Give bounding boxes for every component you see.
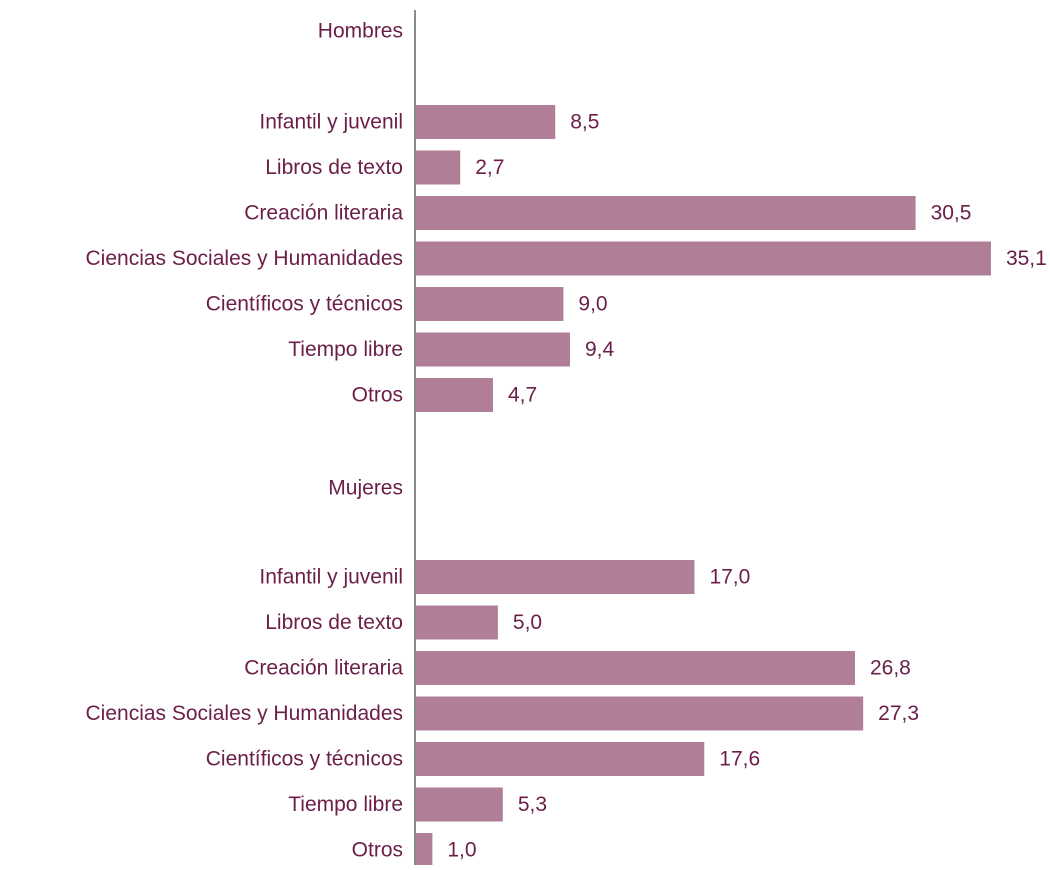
value-label: 4,7 bbox=[508, 384, 537, 407]
value-label: 2,7 bbox=[475, 156, 504, 179]
bar bbox=[416, 196, 916, 230]
value-label: 9,0 bbox=[578, 293, 607, 316]
bar bbox=[416, 241, 991, 276]
bar bbox=[416, 105, 556, 139]
value-label: 5,0 bbox=[513, 611, 542, 634]
bar bbox=[416, 605, 498, 640]
bar bbox=[416, 150, 461, 185]
category-label: Otros bbox=[352, 839, 403, 862]
value-label: 35,1 bbox=[1006, 247, 1047, 270]
bar bbox=[416, 560, 695, 594]
value-label: 30,5 bbox=[931, 202, 972, 225]
group-label: Mujeres bbox=[328, 477, 403, 500]
value-label: 17,6 bbox=[719, 748, 760, 771]
category-label: Ciencias Sociales y Humanidades bbox=[86, 247, 404, 270]
category-label: Libros de texto bbox=[265, 611, 403, 634]
group-label: Hombres bbox=[318, 20, 403, 43]
bar bbox=[416, 651, 855, 685]
bar bbox=[416, 696, 864, 731]
bar bbox=[416, 742, 705, 776]
category-label: Otros bbox=[352, 384, 403, 407]
category-label: Libros de texto bbox=[265, 156, 403, 179]
value-label: 5,3 bbox=[518, 793, 547, 816]
bar bbox=[416, 287, 564, 321]
bar bbox=[416, 833, 433, 867]
value-label: 26,8 bbox=[870, 657, 911, 680]
bar bbox=[416, 787, 503, 822]
category-label: Infantil y juvenil bbox=[259, 566, 403, 589]
value-label: 1,0 bbox=[447, 839, 476, 862]
category-label: Tiempo libre bbox=[288, 338, 403, 361]
bar bbox=[416, 332, 570, 367]
bar bbox=[416, 378, 493, 412]
category-label: Científicos y técnicos bbox=[206, 293, 403, 316]
value-label: 9,4 bbox=[585, 338, 615, 361]
value-label: 8,5 bbox=[570, 111, 599, 134]
category-label: Creación literaria bbox=[244, 657, 403, 680]
category-label: Infantil y juvenil bbox=[259, 111, 403, 134]
category-label: Ciencias Sociales y Humanidades bbox=[86, 702, 404, 725]
value-label: 17,0 bbox=[709, 566, 750, 589]
category-label: Creación literaria bbox=[244, 202, 403, 225]
category-label: Tiempo libre bbox=[288, 793, 403, 816]
value-label: 27,3 bbox=[878, 702, 919, 725]
category-label: Científicos y técnicos bbox=[206, 748, 403, 771]
